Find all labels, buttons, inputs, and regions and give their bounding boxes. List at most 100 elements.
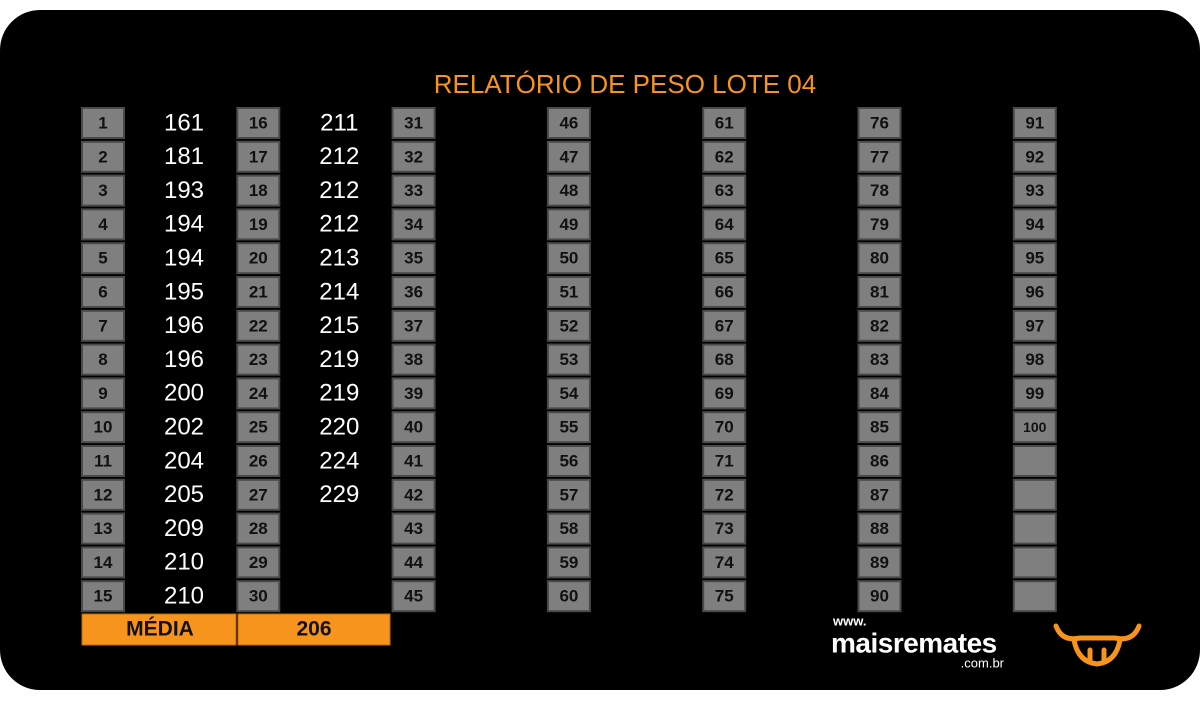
number-cell: [546, 242, 591, 275]
number-cell: [546, 107, 591, 139]
number-cell: [391, 343, 436, 376]
weight: 196: [164, 312, 204, 339]
number-cell: [1012, 580, 1057, 613]
average-value: 206: [296, 618, 331, 641]
number-cell: [236, 276, 281, 308]
number-cell: [236, 377, 281, 410]
weight: 219: [319, 346, 359, 373]
weight: 181: [164, 143, 204, 170]
number-cell: [81, 411, 125, 444]
number-cell: [391, 411, 436, 444]
number-cell: [702, 478, 747, 511]
number-cell: [1012, 174, 1057, 207]
logo-icon: [1053, 623, 1142, 667]
number-cell: [702, 445, 747, 477]
number-cell: [857, 445, 902, 477]
weight: 210: [164, 583, 204, 610]
animal-number: 52: [559, 316, 578, 335]
animal-number: 8: [98, 350, 107, 369]
animal-number: 34: [404, 215, 423, 234]
animal-number: 21: [249, 282, 268, 301]
animal-number: 58: [559, 519, 578, 538]
number-cell: [702, 208, 747, 241]
number-cell: [1012, 140, 1057, 173]
animal-number: 39: [404, 384, 423, 403]
number-cell: [81, 512, 125, 545]
logo-suffix: .com.br: [961, 655, 1005, 670]
logo-prefix: www.: [832, 613, 866, 628]
number-cell: [702, 546, 747, 579]
weight: 214: [319, 278, 359, 305]
number-cell: [391, 546, 436, 579]
number-cell: [702, 242, 747, 275]
weight: 194: [164, 211, 204, 238]
number-cell: [81, 478, 125, 511]
animal-number: 54: [559, 384, 578, 403]
animal-number: 87: [870, 485, 889, 504]
animal-number: 32: [404, 147, 423, 166]
number-cell: [546, 580, 591, 613]
animal-number: 25: [249, 418, 268, 437]
number-cell: [391, 242, 436, 275]
animal-number: 77: [870, 147, 889, 166]
number-cell: [546, 309, 591, 342]
animal-number: 15: [94, 587, 113, 606]
logo-name: maisremates: [831, 627, 997, 658]
average-label-cell: [81, 613, 237, 646]
weight: 220: [319, 414, 359, 441]
number-cell: [857, 580, 902, 613]
animal-number: 19: [249, 215, 268, 234]
animal-number: 63: [715, 181, 734, 200]
animal-number: 84: [870, 384, 889, 403]
number-cell: [236, 343, 281, 376]
animal-number: 83: [870, 350, 889, 369]
number-cell: [1012, 276, 1057, 308]
number-cell: [702, 411, 747, 444]
number-cell: [702, 309, 747, 342]
animal-number: 62: [715, 147, 734, 166]
animal-number: 46: [559, 113, 578, 132]
animal-number: 5: [98, 249, 107, 268]
animal-number: 88: [870, 519, 889, 538]
animal-number: 22: [249, 316, 268, 335]
animal-number: 53: [559, 350, 578, 369]
animal-number: 50: [559, 249, 578, 268]
weight: 209: [164, 515, 204, 542]
animal-number: 72: [715, 485, 734, 504]
animal-number: 1: [98, 113, 107, 132]
number-cell: [546, 343, 591, 376]
animal-number: 90: [870, 587, 889, 606]
animal-number: 16: [249, 113, 268, 132]
number-cell: [857, 343, 902, 376]
animal-number: 27: [249, 485, 268, 504]
number-cell: [857, 107, 902, 139]
animal-number: 4: [98, 215, 108, 234]
number-cell: [857, 309, 902, 342]
number-cell: [1012, 546, 1057, 579]
animal-number: 24: [249, 384, 268, 403]
animal-number: 33: [404, 181, 423, 200]
number-cell: [702, 580, 747, 613]
animal-number: 97: [1025, 316, 1044, 335]
number-cell: [546, 411, 591, 444]
animal-number: 98: [1025, 350, 1044, 369]
number-cell: [81, 174, 125, 207]
animal-number: 45: [404, 587, 423, 606]
animal-number: 7: [98, 316, 107, 335]
animal-number: 17: [249, 147, 268, 166]
title: RELATÓRIO DE PESO LOTE 04: [434, 69, 816, 99]
animal-number: 38: [404, 350, 423, 369]
number-cell: [236, 242, 281, 275]
number-cell: [391, 580, 436, 613]
number-cell: [1012, 343, 1057, 376]
weight: 202: [164, 414, 204, 441]
number-cell: [702, 377, 747, 410]
animal-number: 6: [98, 282, 107, 301]
number-cell: [857, 242, 902, 275]
number-cell: [857, 377, 902, 410]
number-cell: [236, 309, 281, 342]
animal-number: 79: [870, 215, 889, 234]
animal-number: 66: [715, 282, 734, 301]
weight: 213: [319, 245, 359, 272]
